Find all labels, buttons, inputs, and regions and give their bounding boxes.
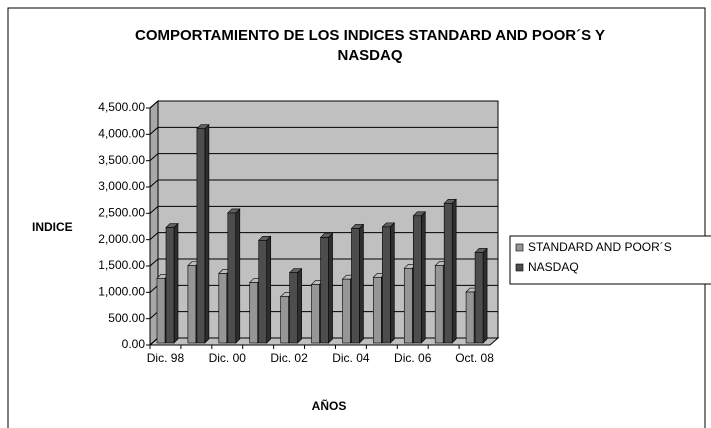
bar [196, 128, 206, 344]
y-axis-label: INDICE [32, 220, 73, 234]
legend-label: STANDARD AND POOR´S [528, 240, 672, 254]
bar [156, 277, 166, 344]
bar-side [173, 222, 179, 344]
x-tick-label: Dic. 00 [208, 351, 246, 365]
x-axis-label: AÑOS [312, 398, 347, 413]
grid-line [149, 205, 159, 214]
y-tick-label: 3,500.00 [98, 153, 145, 167]
bar [412, 215, 422, 344]
bar-side [420, 211, 426, 344]
x-tick-label: Dic. 98 [146, 351, 185, 365]
bar-side [451, 198, 457, 344]
legend-box [509, 235, 711, 285]
y-tick-label: 3,000.00 [98, 179, 145, 193]
chart-title: COMPORTAMIENTO DE LOS INDICES STANDARD A… [134, 27, 606, 64]
grid-line [149, 100, 159, 109]
bar-side [297, 267, 302, 344]
bar [443, 203, 453, 344]
bar [258, 240, 268, 344]
bar [351, 228, 360, 344]
y-tick-label: 2,000.00 [98, 232, 145, 246]
y-tick-label: 4,500.00 [98, 100, 145, 114]
bar [218, 273, 228, 344]
y-tick-label: 500.00 [108, 311, 145, 325]
x-tick-label: Oct. 08 [455, 351, 494, 365]
bar [434, 265, 444, 344]
bar [320, 237, 329, 344]
bar [280, 296, 289, 344]
bar-side [235, 208, 241, 344]
x-tick-label: Dic. 02 [270, 351, 308, 365]
grid-line [149, 232, 159, 241]
legend-swatch [515, 243, 524, 252]
legend-swatch [515, 263, 524, 272]
bar [382, 226, 391, 344]
bar [403, 268, 413, 344]
bar-side [266, 235, 272, 344]
grid-line [149, 258, 159, 267]
bar [187, 265, 197, 344]
bar-side [359, 223, 364, 344]
y-tick-label: 2,500.00 [98, 206, 145, 220]
grid-line [149, 126, 159, 135]
bar-side [482, 247, 488, 344]
bar [342, 278, 351, 344]
x-tick-label: Dic. 06 [394, 351, 432, 365]
bar-side [328, 232, 333, 344]
y-tick-label: 4,000.00 [98, 127, 145, 141]
bar-side [390, 222, 395, 344]
bar-side [204, 123, 210, 344]
grid-line [149, 179, 159, 188]
x-tick-label: Dic. 04 [332, 351, 370, 365]
legend-label: NASDAQ [528, 260, 579, 274]
grid-line [149, 337, 159, 346]
bar [165, 227, 175, 344]
bar [465, 291, 475, 344]
bar [373, 276, 382, 344]
bar [311, 284, 320, 344]
y-tick-label: 1,500.00 [98, 258, 145, 272]
chart-frame [7, 7, 706, 428]
grid-line [149, 153, 159, 162]
grid-line [149, 311, 159, 320]
y-tick-label: 0.00 [122, 337, 146, 351]
bar [227, 212, 237, 344]
bar [249, 282, 259, 344]
bar [289, 272, 298, 344]
grid-line [149, 284, 159, 293]
bar [474, 252, 484, 344]
y-tick-label: 1,000.00 [98, 285, 145, 299]
